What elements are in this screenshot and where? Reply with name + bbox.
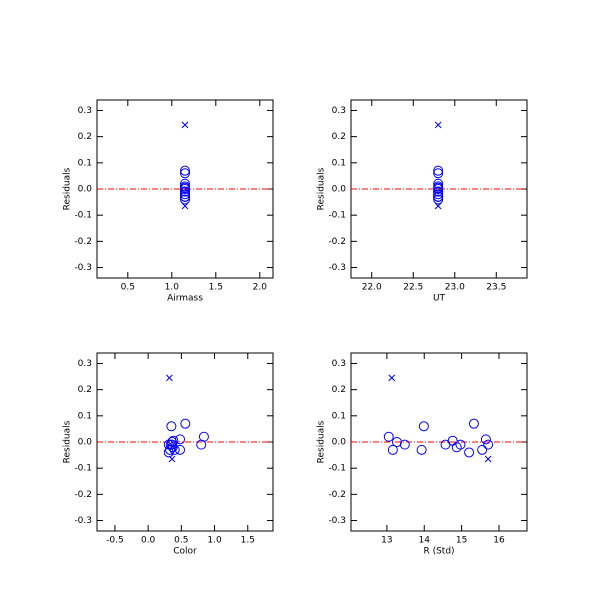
circle-point xyxy=(418,421,429,432)
x-tick-label: 22.0 xyxy=(362,283,382,293)
circle-point xyxy=(433,178,444,189)
circle-point xyxy=(167,439,178,450)
y-tick-label: 0.2 xyxy=(78,385,92,395)
y-tick-label: 0.0 xyxy=(78,185,93,195)
cross-point xyxy=(388,374,396,382)
y-tick-label: -0.1 xyxy=(328,464,346,474)
x-axis-label: R (Std) xyxy=(423,547,454,557)
circle-point xyxy=(180,186,190,197)
circle-point xyxy=(433,194,444,205)
y-tick-label: -0.2 xyxy=(74,237,92,247)
x-tick-label: 13 xyxy=(381,536,392,546)
y-tick-label: 0.3 xyxy=(78,359,92,369)
x-tick-label: 15 xyxy=(456,536,467,546)
circle-point xyxy=(180,189,190,200)
y-tick-label: 0.1 xyxy=(78,411,92,421)
circle-point xyxy=(433,189,444,200)
circle-point xyxy=(468,418,479,429)
x-tick-label: 16 xyxy=(493,536,505,546)
y-tick-label: -0.2 xyxy=(74,490,92,500)
x-tick-label: 0.0 xyxy=(141,536,156,546)
circle-point xyxy=(433,181,444,192)
circle-point xyxy=(433,186,444,197)
circle-point xyxy=(455,439,466,450)
circle-point xyxy=(480,434,491,445)
y-tick-label: -0.2 xyxy=(328,490,346,500)
x-tick-label: 23.5 xyxy=(486,283,506,293)
circle-point xyxy=(416,444,427,455)
circle-point xyxy=(477,444,488,455)
cross-point xyxy=(484,455,492,463)
circle-point xyxy=(433,191,444,202)
circle-point xyxy=(387,444,398,455)
y-axis-label: Residuals xyxy=(317,420,327,463)
x-tick-label: 1.0 xyxy=(207,536,222,546)
circle-point xyxy=(166,421,177,432)
x-tick-label: 1.5 xyxy=(209,283,223,293)
y-tick-label: 0.0 xyxy=(332,438,347,448)
y-tick-label: 0.1 xyxy=(332,158,346,168)
y-tick-label: 0.3 xyxy=(78,106,92,116)
y-tick-label: 0.3 xyxy=(332,359,346,369)
x-tick-label: -0.5 xyxy=(106,536,124,546)
cross-point xyxy=(166,374,173,382)
y-tick-label: -0.3 xyxy=(328,263,346,273)
x-tick-label: 22.5 xyxy=(403,283,423,293)
circle-point xyxy=(433,168,444,179)
circle-point xyxy=(180,178,190,189)
circle-point xyxy=(165,444,176,455)
y-tick-label: 0.2 xyxy=(78,132,92,142)
y-tick-label: -0.3 xyxy=(74,516,92,526)
circle-point xyxy=(383,431,394,442)
circle-point xyxy=(175,434,186,445)
y-tick-label: -0.1 xyxy=(74,464,92,474)
circle-point xyxy=(175,444,186,455)
y-tick-label: 0.0 xyxy=(78,438,93,448)
cross-point xyxy=(168,455,176,463)
circle-point xyxy=(180,194,190,205)
x-tick-label: 0.5 xyxy=(174,536,188,546)
circle-point xyxy=(433,165,444,176)
y-tick-label: -0.1 xyxy=(328,211,346,221)
circle-point xyxy=(180,191,190,202)
y-tick-label: 0.1 xyxy=(332,411,346,421)
circle-point xyxy=(180,181,190,192)
circle-point xyxy=(399,439,410,450)
x-tick-label: 1.0 xyxy=(165,283,180,293)
x-axis-label: Airmass xyxy=(167,294,203,304)
cross-point xyxy=(181,121,189,129)
y-axis-label: Residuals xyxy=(63,420,73,463)
y-tick-label: 0.2 xyxy=(332,385,346,395)
y-tick-label: 0.0 xyxy=(332,185,347,195)
y-tick-label: 0.2 xyxy=(332,132,346,142)
y-tick-label: -0.3 xyxy=(74,263,92,273)
y-tick-label: -0.3 xyxy=(328,516,346,526)
y-tick-label: 0.1 xyxy=(78,158,92,168)
y-tick-label: -0.1 xyxy=(74,211,92,221)
x-axis-label: UT xyxy=(433,294,446,304)
cross-point xyxy=(181,202,189,210)
y-tick-label: 0.3 xyxy=(332,106,346,116)
circle-point xyxy=(180,168,190,179)
circle-point xyxy=(169,444,180,455)
circle-point xyxy=(483,439,494,450)
y-axis-label: Residuals xyxy=(63,167,73,210)
x-tick-label: 0.5 xyxy=(121,283,135,293)
circle-point xyxy=(180,418,191,429)
circle-point xyxy=(196,439,207,450)
x-tick-label: 1.5 xyxy=(241,536,255,546)
x-axis-label: Color xyxy=(173,547,197,557)
cross-point xyxy=(434,121,442,129)
y-tick-label: -0.2 xyxy=(328,237,346,247)
x-tick-label: 14 xyxy=(419,536,431,546)
circle-point xyxy=(464,447,475,458)
cross-point xyxy=(434,202,442,210)
x-tick-label: 23.0 xyxy=(445,283,465,293)
x-tick-label: 2.0 xyxy=(253,283,268,293)
circle-point xyxy=(180,165,190,176)
y-axis-label: Residuals xyxy=(317,167,327,210)
